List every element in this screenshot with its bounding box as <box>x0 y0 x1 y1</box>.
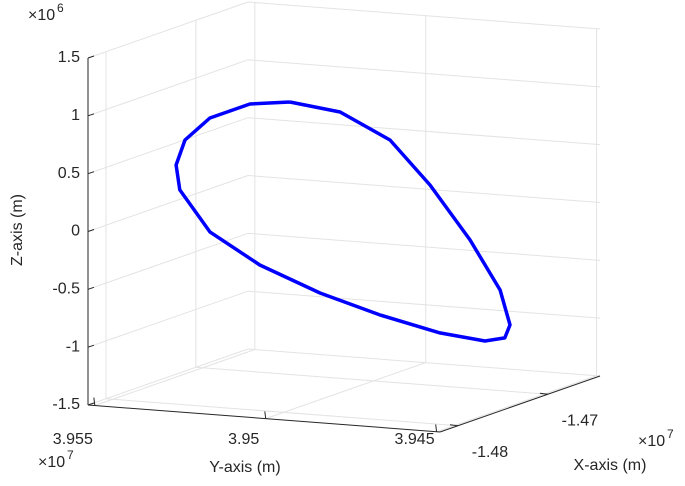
axis-line <box>87 404 441 433</box>
grid-line <box>87 290 249 348</box>
x-tick-label: -1.47 <box>562 412 599 429</box>
y-tick <box>264 410 267 419</box>
grid-line <box>265 362 426 420</box>
z-tick-label: 1 <box>71 107 80 124</box>
multiplier-power: 6 <box>57 1 64 15</box>
grid-line <box>247 59 601 88</box>
grid-line <box>105 398 459 427</box>
y-tick-label: 3.95 <box>228 431 259 448</box>
axis-line <box>439 375 601 433</box>
z-axis-title: Z-axis (m) <box>9 194 26 266</box>
z-tick <box>87 113 95 117</box>
y-tick-label: 3.945 <box>395 431 435 448</box>
grid-line <box>87 117 249 175</box>
multiplier-base: ×10 <box>638 433 665 450</box>
grid-line <box>87 175 249 232</box>
z-multiplier: ×10 6 <box>28 1 64 24</box>
y-tick-label: 3.955 <box>53 431 93 448</box>
z-tick-label: 1.5 <box>58 49 80 66</box>
z-tick <box>87 286 95 290</box>
y-tick <box>435 423 438 432</box>
trajectory <box>174 100 512 343</box>
z-tick <box>87 344 95 348</box>
grid-line <box>247 175 601 203</box>
grid-line <box>247 117 601 146</box>
grid-line <box>87 59 249 117</box>
grid-line <box>195 366 548 395</box>
multiplier-power: 7 <box>667 427 674 441</box>
x-axis-title: X-axis (m) <box>574 457 647 474</box>
z-tick <box>87 171 95 175</box>
x-tick <box>539 392 548 395</box>
y-axis-title: Y-axis (m) <box>209 459 280 476</box>
y-tick <box>93 397 96 406</box>
multiplier-power: 7 <box>67 448 74 462</box>
grid-line <box>94 349 256 406</box>
x-multiplier: ×10 7 <box>638 427 674 450</box>
z-tick <box>87 55 95 59</box>
z-tick-label: -1.5 <box>52 396 80 413</box>
y-multiplier: ×10 7 <box>38 448 74 471</box>
z-tick-label: 0.5 <box>58 165 80 182</box>
grid-line <box>247 232 601 261</box>
multiplier-base: ×10 <box>28 7 55 24</box>
grid-line <box>87 232 249 290</box>
z-tick-label: 0 <box>71 223 80 240</box>
grid-line <box>247 1 601 30</box>
z-tick <box>87 229 95 232</box>
grid-line <box>247 290 601 319</box>
x-tick <box>449 424 459 427</box>
grid-line <box>87 348 249 406</box>
grid-line <box>247 348 601 377</box>
multiplier-base: ×10 <box>38 454 65 471</box>
grid-line <box>87 1 249 59</box>
x-tick-label: -1.48 <box>472 444 509 461</box>
grid-line <box>436 375 597 433</box>
z-tick-label: -1 <box>66 338 80 355</box>
z-tick-label: -0.5 <box>52 281 80 298</box>
